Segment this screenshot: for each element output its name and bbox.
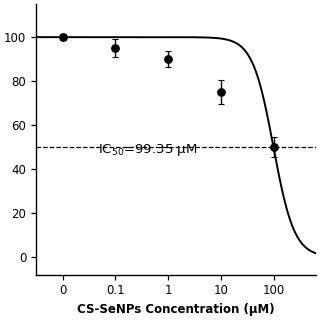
Text: IC$_{50}$=99.35 μM: IC$_{50}$=99.35 μM: [98, 142, 197, 158]
X-axis label: CS-SeNPs Concentration (μM): CS-SeNPs Concentration (μM): [77, 303, 275, 316]
